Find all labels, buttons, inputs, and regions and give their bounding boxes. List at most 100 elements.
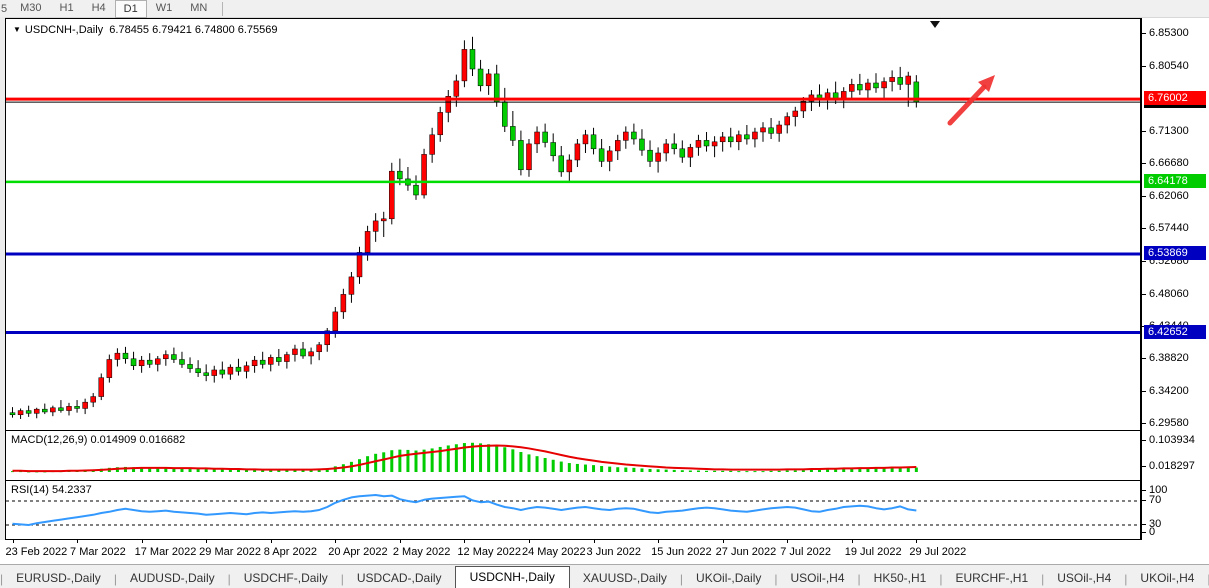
candle-down <box>703 140 710 147</box>
chart-dropdown-icon[interactable]: ▼ <box>13 25 21 34</box>
candle-up <box>776 124 782 134</box>
macd-histogram-bar <box>874 468 878 472</box>
candle-up <box>340 294 347 313</box>
tab-separator: | <box>227 572 231 586</box>
macd-histogram-bar <box>479 443 483 472</box>
macd-histogram-bar <box>430 448 434 472</box>
candles-group <box>9 36 920 419</box>
tab-separator: | <box>1207 572 1209 586</box>
candle-up <box>800 100 807 112</box>
macd-histogram-bar <box>277 469 281 472</box>
candle-down <box>598 148 605 162</box>
period-toolbar: 5 M30 H1 H4 D1 W1 MN <box>0 0 1209 18</box>
price-badge-6.64178: 6.64178 <box>1144 173 1206 188</box>
window-edge <box>0 17 5 563</box>
macd-histogram-bar <box>898 467 902 472</box>
candle-down <box>639 138 645 151</box>
tab-usoil-h4[interactable]: USOil-,H4 <box>1057 571 1112 585</box>
axis-tick-mark <box>1142 532 1146 533</box>
macd-histogram-bar <box>470 442 474 472</box>
date-label: 20 Apr 2022 <box>328 546 388 558</box>
period-button-partial[interactable]: 5 <box>1 2 8 15</box>
tab-eurusd-daily[interactable]: EURUSD-,Daily <box>16 571 101 585</box>
macd-histogram-bar <box>148 467 152 472</box>
macd-histogram-bar <box>462 443 466 472</box>
macd-histogram-bar <box>123 466 127 472</box>
candle-up <box>348 276 355 295</box>
macd-histogram-bar <box>140 467 144 472</box>
candle-up <box>719 136 726 143</box>
candle-up <box>243 365 250 372</box>
candle-down <box>857 84 863 91</box>
arrow-annotation-shaft[interactable] <box>947 84 987 126</box>
candlestick-chart[interactable] <box>6 19 1140 430</box>
macd-histogram-bar <box>769 470 773 472</box>
price-axis[interactable]: 6.85300 6.80540 6.71300 6.66680 6.62060 6.574… <box>1141 18 1209 540</box>
tab-eurchf-h1[interactable]: EURCHF-,H1 <box>955 571 1029 585</box>
price-tick-label: 6.34200 <box>1149 384 1189 397</box>
tab-ukoil-daily[interactable]: UKOil-,Daily <box>696 571 762 585</box>
tab-ukoil-h4[interactable]: UKOil-,H4 <box>1140 571 1195 585</box>
arrow-annotation-head[interactable] <box>978 75 995 92</box>
macd-histogram-bar <box>826 469 830 472</box>
candle-down <box>235 366 242 372</box>
candle-up <box>227 366 234 375</box>
tab-usdcnh-daily[interactable]: USDCNH-,Daily <box>454 566 570 588</box>
period-button-w1[interactable]: W1 <box>155 1 173 14</box>
date-label: 17 Mar 2022 <box>134 546 197 558</box>
main-chart-panel[interactable]: ▼ USDCNH-,Daily 6.78455 6.79421 6.74800 6… <box>5 18 1141 431</box>
candle-up <box>98 377 105 397</box>
period-button-m30[interactable]: M30 <box>20 1 42 14</box>
tab-hk50-h1[interactable]: HK50-,H1 <box>873 571 927 585</box>
period-button-h1[interactable]: H1 <box>59 1 74 14</box>
macd-histogram-bar <box>519 452 523 472</box>
candle-down <box>550 142 556 157</box>
macd-histogram-bar <box>454 444 458 472</box>
candle-down <box>203 372 209 376</box>
candle-up <box>534 131 540 145</box>
tab-usdcad-daily[interactable]: USDCAD-,Daily <box>356 571 442 585</box>
candle-up <box>308 351 314 357</box>
candle-up <box>485 73 492 87</box>
candle-down <box>187 364 193 369</box>
date-label: 2 May 2022 <box>392 546 451 558</box>
price-badge-6.42652: 6.42652 <box>1144 324 1206 339</box>
macd-histogram-bar <box>705 470 709 472</box>
date-label: 7 Jul 2022 <box>780 546 831 558</box>
candle-up <box>849 84 855 92</box>
macd-histogram-bar <box>801 470 805 472</box>
candle-up <box>615 140 621 152</box>
price-tick-label: 6.48060 <box>1149 287 1189 300</box>
axis-tick-mark <box>1142 500 1146 501</box>
macd-histogram-bar <box>656 469 660 472</box>
candle-down <box>276 357 282 362</box>
macd-histogram-bar <box>721 470 725 472</box>
candle-up <box>267 357 274 365</box>
macd-histogram-bar <box>624 467 628 472</box>
macd-histogram-bar <box>301 469 305 472</box>
macd-histogram-bar <box>414 450 418 472</box>
candle-up <box>155 358 161 365</box>
macd-panel[interactable]: MACD(12,26,9) 0.014909 0.016682 <box>5 430 1141 481</box>
candle-down <box>502 101 508 127</box>
tab-list: EURUSD-,Daily | AUDUSD-,Daily | USDCHF-,Dail… <box>3 566 1207 588</box>
tab-usoil-h4[interactable]: USOil-,H4 <box>790 571 845 585</box>
macd-histogram-bar <box>535 456 539 472</box>
tab-audusd-daily[interactable]: AUDUSD-,Daily <box>129 571 215 585</box>
candle-down <box>590 134 597 150</box>
chart-shift-marker-icon[interactable] <box>930 21 940 28</box>
period-button-d1[interactable]: D1 <box>114 0 147 18</box>
date-label: 12 May 2022 <box>457 546 522 558</box>
rsi-panel[interactable]: RSI(14) 54.2337 <box>5 480 1141 540</box>
tab-usdchf-daily[interactable]: USDCHF-,Daily <box>243 571 328 585</box>
macd-histogram-bar <box>285 469 289 472</box>
period-button-h4[interactable]: H4 <box>91 1 106 14</box>
macd-histogram-bar <box>616 467 620 472</box>
tab-separator: | <box>1124 572 1128 586</box>
period-button-mn[interactable]: MN <box>190 1 208 14</box>
price-tick-label: 6.57440 <box>1149 222 1189 234</box>
macd-histogram-bar <box>228 469 232 472</box>
candle-up <box>421 154 427 196</box>
date-axis[interactable]: 23 Feb 2022 7 Mar 2022 17 Mar 2022 29 Mar 2… <box>0 540 1209 564</box>
tab-xauusd-daily[interactable]: XAUUSD-,Daily <box>582 571 667 585</box>
